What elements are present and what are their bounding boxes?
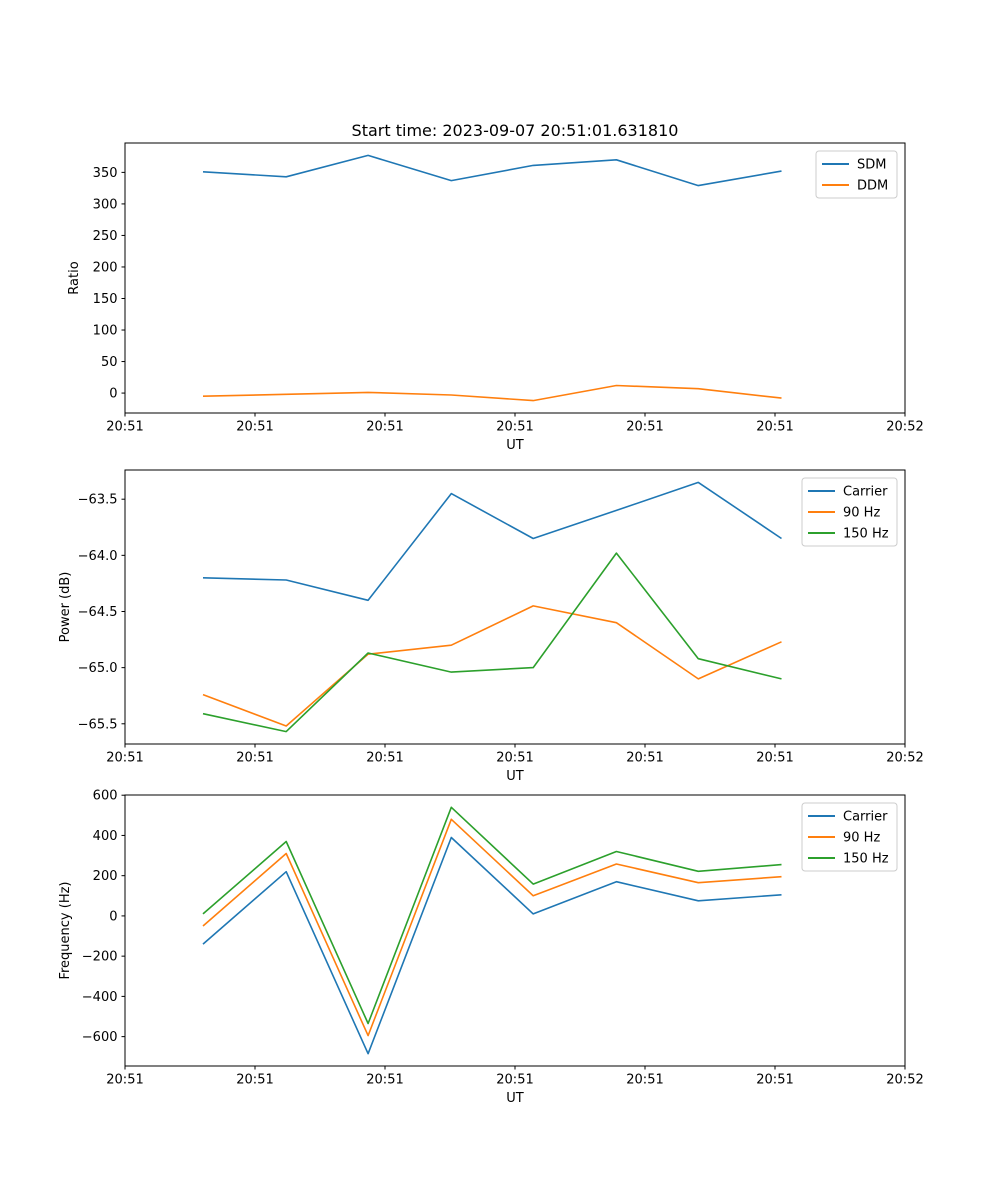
- legend-label-carrier: Carrier: [843, 485, 888, 500]
- plot-area: [124, 469, 906, 745]
- y-tick-label: 150: [93, 292, 118, 307]
- y-tick-label: 400: [93, 829, 118, 844]
- x-tick-label: 20:51: [496, 1073, 533, 1088]
- legend-box: [815, 150, 898, 199]
- ddm-line: [202, 384, 782, 402]
- y-tick-label: 350: [93, 166, 118, 181]
- y-tick-label: 250: [93, 229, 118, 244]
- y-tick-label: −64.5: [78, 605, 118, 620]
- legend-box: [801, 802, 898, 872]
- subplot-2: 20:51 20:51 20:51 20:51 20:51 20:51 20:52 UT −65…: [58, 469, 924, 784]
- y-tick-label: 300: [93, 197, 118, 212]
- x-tick-label: 20:51: [236, 420, 273, 435]
- legend-label-carrier: Carrier: [843, 810, 888, 825]
- x-tick-label: 20:51: [236, 751, 273, 766]
- subplot-1: 20:51 20:51 20:51 20:51 20:51 20:51 20:52 UT 0 50…: [67, 142, 924, 453]
- x-axis-label: UT: [506, 1091, 524, 1106]
- legend: Carrier 90 Hz 150 Hz: [801, 477, 898, 547]
- legend-label-150-hz: 150 Hz: [843, 852, 889, 867]
- legend: SDM DDM: [815, 150, 898, 199]
- y-tick-label: −63.5: [78, 493, 118, 508]
- x-tick-label: 20:51: [236, 1073, 273, 1088]
- y-tick-label: −400: [82, 990, 118, 1005]
- carrier-line: [202, 481, 782, 602]
- x-tick-label: 20:52: [886, 420, 923, 435]
- x-tick-label: 20:51: [366, 1073, 403, 1088]
- x-tick-label: 20:52: [886, 1073, 923, 1088]
- y-tick-label: 0: [109, 909, 117, 924]
- x-tick-label: 20:51: [496, 420, 533, 435]
- y-tick-label: −64.0: [78, 549, 118, 564]
- legend-box: [801, 477, 898, 547]
- y-tick-label: 50: [101, 355, 118, 370]
- y-tick-label: 200: [93, 260, 118, 275]
- y-axis-label: Ratio: [67, 261, 82, 294]
- x-axis-label: UT: [506, 438, 524, 453]
- y-tick-label: 200: [93, 869, 118, 884]
- x-tick-label: 20:51: [106, 1073, 143, 1088]
- x-axis-label: UT: [506, 769, 524, 784]
- y-tick-label: −600: [82, 1030, 118, 1045]
- x-tick-label: 20:51: [756, 1073, 793, 1088]
- x-tick-label: 20:51: [106, 751, 143, 766]
- sdm-line: [202, 154, 782, 187]
- legend-label-90-hz: 90 Hz: [843, 506, 880, 521]
- legend-label-150-hz: 150 Hz: [843, 527, 889, 542]
- y-tick-label: 600: [93, 789, 118, 804]
- x-tick-label: 20:51: [626, 1073, 663, 1088]
- legend-label-ddm: DDM: [857, 179, 888, 194]
- figure-title: Start time: 2023-09-07 20:51:01.631810: [351, 121, 679, 140]
- plot-area: [124, 794, 906, 1067]
- x-tick-label: 20:51: [366, 420, 403, 435]
- 150-hz-line: [202, 806, 782, 1025]
- x-tick-label: 20:51: [756, 751, 793, 766]
- x-tick-label: 20:51: [626, 420, 663, 435]
- x-tick-label: 20:51: [496, 751, 533, 766]
- y-tick-label: −200: [82, 950, 118, 965]
- y-tick-label: −65.5: [78, 717, 118, 732]
- 90-hz-line: [202, 605, 782, 727]
- y-tick-label: 0: [109, 387, 117, 402]
- legend: Carrier 90 Hz 150 Hz: [801, 802, 898, 872]
- x-tick-label: 20:51: [366, 751, 403, 766]
- x-tick-label: 20:52: [886, 751, 923, 766]
- x-tick-label: 20:51: [106, 420, 143, 435]
- 150-hz-line: [202, 552, 782, 733]
- carrier-line: [202, 836, 782, 1055]
- y-tick-label: 100: [93, 324, 118, 339]
- x-tick-label: 20:51: [626, 751, 663, 766]
- y-axis-label: Power (dB): [58, 572, 73, 643]
- x-tick-label: 20:51: [756, 420, 793, 435]
- y-tick-label: −65.0: [78, 661, 118, 676]
- legend-label-90-hz: 90 Hz: [843, 831, 880, 846]
- plot-area: [124, 142, 906, 414]
- 90-hz-line: [202, 818, 782, 1037]
- subplot-3: 20:51 20:51 20:51 20:51 20:51 20:51 20:52 UT −60…: [58, 789, 924, 1106]
- legend-label-sdm: SDM: [857, 158, 886, 173]
- y-axis-label: Frequency (Hz): [58, 881, 73, 979]
